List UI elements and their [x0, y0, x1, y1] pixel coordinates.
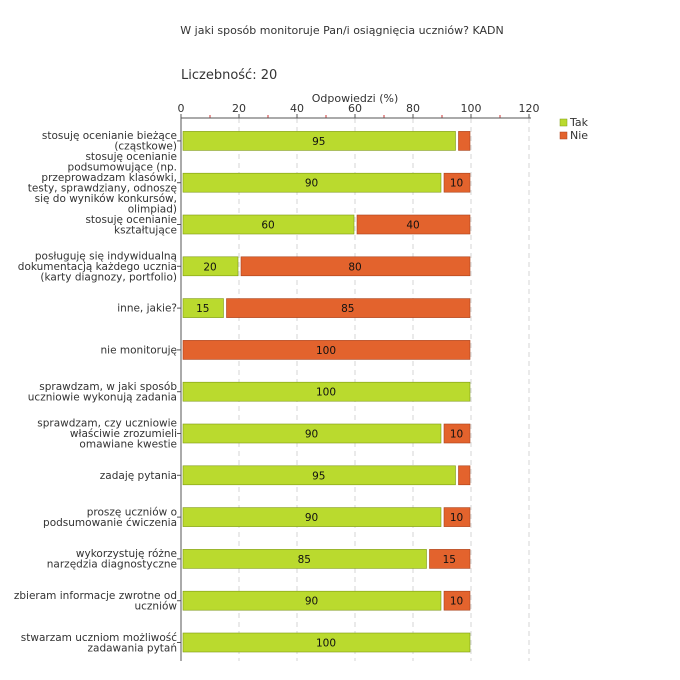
bar-tak — [182, 214, 355, 235]
category-label: uczniów — [134, 600, 177, 612]
data-label: 90 — [305, 178, 318, 190]
data-label: 95 — [312, 470, 325, 482]
data-label: 100 — [316, 387, 336, 399]
data-label: 15 — [196, 303, 209, 315]
data-label: 15 — [443, 554, 456, 566]
category-label: narzędzia diagnostyczne — [47, 559, 177, 571]
bar-nie — [458, 131, 471, 151]
data-label: 60 — [261, 220, 274, 232]
bar-tak — [182, 423, 442, 444]
category-label: (cząstkowe) — [114, 141, 177, 153]
category-label: testy, sprawdziany, odnoszę — [28, 182, 177, 194]
x-tick-label: 60 — [348, 102, 362, 115]
bar-tak — [182, 131, 456, 151]
category-label: olimpiad) — [128, 203, 177, 215]
category-label: stosuję ocenianie — [85, 214, 177, 226]
category-label: przeprowadzam klasówki, — [41, 172, 177, 184]
category-label: inne, jakie? — [117, 303, 177, 315]
legend: Tak Nie — [559, 116, 589, 142]
category-label: proszę uczniów o — [87, 506, 177, 518]
bar-tak — [182, 381, 471, 402]
data-label: 100 — [316, 638, 336, 650]
bar-nie — [458, 465, 471, 486]
category-label: omawiane kwestie — [79, 439, 177, 451]
bar-tak — [182, 465, 456, 486]
data-label: 10 — [450, 178, 463, 190]
x-tick-label: 100 — [461, 102, 482, 115]
category-label: właściwie zrozumieli — [70, 428, 177, 440]
bars: 95 90 10 60 40 20 80 15 85 100 100 90 10 95 90 10 85 15 90… — [182, 131, 471, 653]
data-label: 90 — [305, 429, 318, 441]
data-label: 85 — [341, 303, 354, 315]
category-label: podsumowujące (np. — [68, 161, 177, 173]
data-label: 10 — [450, 512, 463, 524]
bar-tak — [182, 590, 442, 611]
x-tick-label: 120 — [519, 102, 540, 115]
bar-nie — [443, 172, 471, 193]
data-label: 20 — [203, 261, 216, 273]
data-label: 85 — [298, 554, 311, 566]
bar-nie — [356, 214, 471, 235]
legend-label-tak: Tak — [569, 116, 589, 129]
sample-size: Liczebność: 20 — [181, 68, 277, 83]
data-label: 40 — [406, 220, 419, 232]
bar-tak — [182, 256, 239, 277]
category-label: stwarzam uczniom możliwość — [21, 632, 177, 644]
bar-tak — [182, 632, 471, 653]
bar-tak — [182, 549, 427, 569]
axes: 0 20 40 60 80 100 120 — [177, 102, 540, 661]
bar-tak — [182, 172, 442, 193]
category-label: kształtujące — [114, 224, 177, 236]
legend-swatch-nie — [559, 131, 568, 140]
chart-title: W jaki sposób monitoruje Pan/i osiągnięc… — [180, 24, 503, 37]
category-label: zadaję pytania — [100, 470, 177, 482]
category-label: zadawania pytań — [88, 642, 178, 654]
bar-nie — [443, 590, 471, 611]
x-tick-label: 0 — [178, 102, 185, 115]
category-label: dokumentacją każdego ucznia — [18, 261, 177, 273]
category-label: stosuję ocenianie bieżące — [42, 130, 177, 142]
category-label: (karty diagnozy, portfolio) — [40, 271, 177, 283]
bar-nie — [182, 340, 471, 360]
legend-swatch-tak — [559, 118, 568, 127]
bar-nie — [443, 507, 471, 527]
x-tick-label: 80 — [406, 102, 420, 115]
x-tick-label: 20 — [232, 102, 246, 115]
legend-label-nie: Nie — [570, 129, 588, 142]
x-tick-label: 40 — [290, 102, 304, 115]
category-label: zbieram informacje zwrotne od — [14, 590, 177, 602]
category-labels: stosuję ocenianie bieżące(cząstkowe)stos… — [14, 130, 178, 654]
data-label: 90 — [305, 512, 318, 524]
category-label: nie monitoruję — [101, 344, 177, 356]
bar-tak — [182, 298, 224, 318]
bar-nie — [429, 549, 471, 569]
data-label: 90 — [305, 596, 318, 608]
bar-tak — [182, 507, 442, 527]
bar-nie — [443, 423, 471, 444]
data-label: 10 — [450, 596, 463, 608]
category-label: się do wyników konkursów, — [35, 193, 177, 205]
data-label: 80 — [348, 261, 361, 273]
bar-nie — [226, 298, 471, 318]
data-label: 100 — [316, 345, 336, 357]
category-label: sprawdzam, czy uczniowie — [37, 418, 177, 430]
category-label: sprawdzam, w jaki sposób — [39, 381, 177, 393]
category-label: uczniowie wykonują zadania — [28, 391, 177, 403]
bar-nie — [240, 256, 471, 277]
category-label: podsumowanie ćwiczenia — [43, 517, 177, 529]
category-label: stosuję ocenianie — [85, 151, 177, 163]
data-label: 10 — [450, 429, 463, 441]
category-label: posługuję się indywidualną — [35, 250, 177, 262]
data-label: 95 — [312, 136, 325, 148]
x-axis-title: Odpowiedzi (%) — [312, 92, 399, 105]
category-label: wykorzystuję różne — [76, 548, 177, 560]
